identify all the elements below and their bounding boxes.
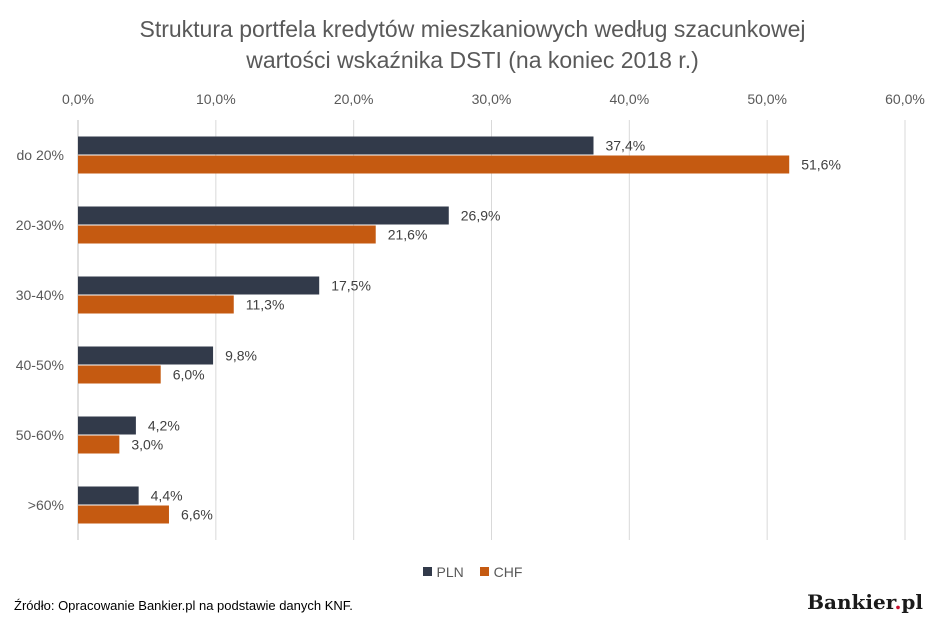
brand-logo: Bankier.pl [807, 590, 923, 614]
bar-chf [78, 435, 120, 454]
bar-pln [78, 276, 320, 295]
category-label: 20-30% [16, 217, 64, 233]
source-note: Źródło: Opracowanie Bankier.pl na podsta… [14, 598, 353, 613]
brand-suffix: pl [901, 590, 923, 614]
legend-item-pln: PLN [422, 563, 464, 580]
legend-label-chf: CHF [493, 563, 523, 580]
brand-dot: . [894, 590, 902, 614]
bar-chf [78, 155, 790, 174]
chart-title-line-2: wartości wskaźnika DSTI (na koniec 2018 … [246, 47, 699, 73]
bar-pln [78, 486, 139, 505]
bar-pln [78, 346, 214, 365]
data-label-pln: 17,5% [331, 278, 371, 294]
bar-pln [78, 136, 594, 155]
chart-title-line-1: Struktura portfela kredytów mieszkaniowy… [139, 16, 806, 42]
bar-chf [78, 225, 376, 244]
data-label-pln: 4,4% [151, 488, 183, 504]
x-tick-label: 20,0% [334, 91, 374, 107]
category-label: 40-50% [16, 357, 64, 373]
chart-title: Struktura portfela kredytów mieszkaniowy… [0, 14, 945, 76]
chart-legend: PLN CHF [0, 563, 945, 580]
data-label-chf: 21,6% [388, 227, 428, 243]
legend-swatch-pln [422, 567, 432, 576]
bar-chf [78, 295, 234, 314]
data-label-chf: 6,0% [173, 367, 205, 383]
bar-pln [78, 416, 136, 435]
legend-item-chf: CHF [479, 563, 523, 580]
category-label: 30-40% [16, 287, 64, 303]
data-label-chf: 11,3% [246, 297, 285, 313]
data-label-chf: 6,6% [181, 507, 213, 523]
bar-chf [78, 365, 161, 384]
category-label: 50-60% [16, 427, 64, 443]
x-tick-label: 0,0% [62, 91, 94, 107]
legend-label-pln: PLN [436, 563, 464, 580]
x-tick-label: 50,0% [747, 91, 787, 107]
bar-chart: 0,0% 10,0% 20,0% 30,0% 40,0% 50,0% 60,0% do 20%… [16, 91, 925, 540]
data-label-pln: 9,8% [225, 348, 257, 364]
legend-swatch-chf [479, 567, 489, 576]
x-tick-label: 40,0% [609, 91, 649, 107]
data-label-pln: 37,4% [605, 138, 645, 154]
x-tick-label: 10,0% [196, 91, 236, 107]
category-label: >60% [28, 497, 64, 513]
data-label-pln: 4,2% [148, 418, 180, 434]
data-label-chf: 51,6% [801, 157, 841, 173]
x-tick-label: 60,0% [885, 91, 925, 107]
data-label-pln: 26,9% [461, 208, 501, 224]
x-tick-label: 30,0% [472, 91, 512, 107]
category-label: do 20% [17, 147, 64, 163]
bar-pln [78, 206, 449, 225]
bar-chf [78, 505, 169, 524]
data-label-chf: 3,0% [131, 437, 163, 453]
brand-name: Bankier [807, 590, 895, 614]
